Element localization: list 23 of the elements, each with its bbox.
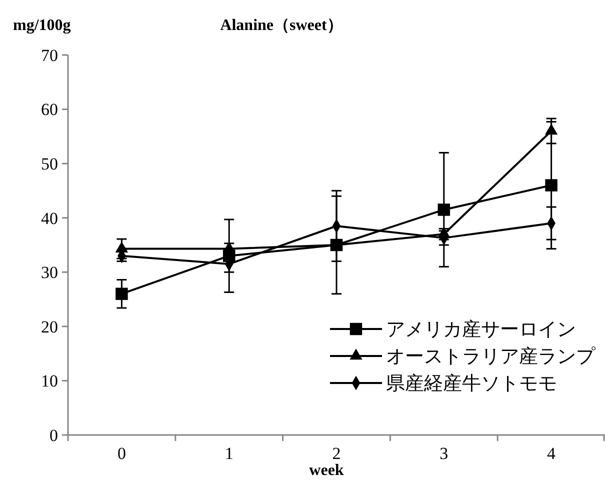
y-tick-label: 10 [41,372,58,391]
x-tick-label: 4 [547,444,556,463]
point [544,124,558,135]
y-tick-label: 40 [41,208,58,228]
y-tick-label: 70 [41,46,58,65]
legend-label: アメリカ産サーロイン [386,318,576,341]
legend-label: オーストラリア産ランプ [386,346,596,368]
y-tick-label: 50 [41,154,58,174]
chart-title: Alanine（sweet） [220,17,343,34]
x-tick-label: 0 [117,444,126,463]
x-tick-label: 2 [332,444,341,463]
y-axis-title: mg/100g [13,17,71,34]
x-tick-label: 1 [224,444,234,463]
legend-label: 県産経産牛ソトモモ [386,372,557,395]
x-axis-title: week [309,462,344,479]
point [545,179,558,192]
y-tick-label: 60 [41,100,58,120]
x-tick-label: 3 [440,444,448,463]
y-tick-label: 30 [41,263,58,282]
point [438,204,450,216]
point [116,288,128,300]
y-tick-label: 0 [50,426,58,445]
y-tick-label: 20 [41,317,58,336]
